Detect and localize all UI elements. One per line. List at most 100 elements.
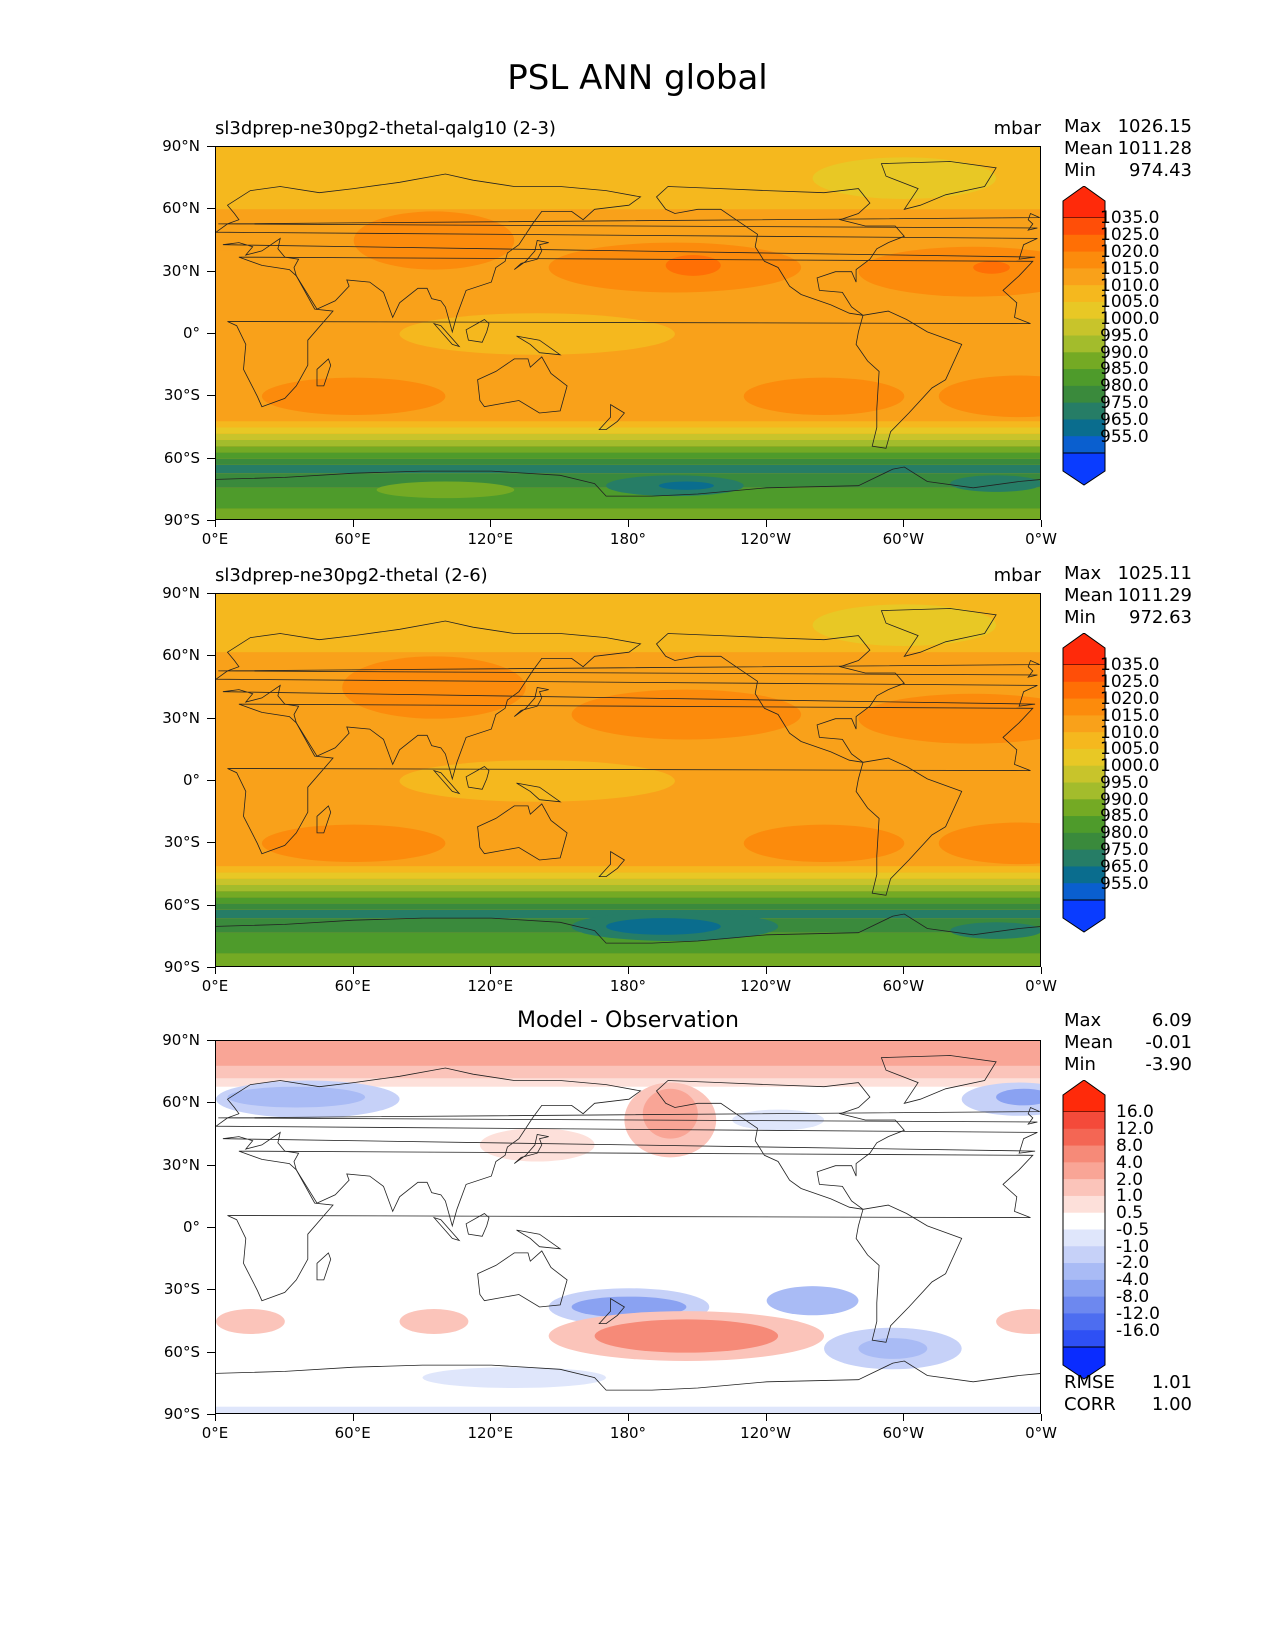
colorbar-segment: [1063, 419, 1105, 437]
colorbar-segment: [1063, 883, 1105, 901]
contour-region: [938, 375, 1040, 418]
lon-tick: [903, 967, 905, 974]
colorbar-tick-label: 1025.0: [1100, 672, 1160, 693]
stat-row: Min 974.43: [1064, 160, 1192, 182]
coastline: [855, 310, 963, 449]
lon-tick-label: 60°W: [882, 977, 925, 995]
lat-tick-label: 60°N: [162, 646, 200, 665]
contour-band: [216, 439, 1040, 447]
lon-tick: [352, 520, 354, 527]
colorbar-tick-label: 995.0: [1100, 772, 1149, 793]
colorbar: [1062, 185, 1106, 486]
lon-tick: [628, 967, 629, 974]
colorbar-segment: [1063, 369, 1105, 387]
contour-region: [399, 313, 675, 355]
colorbar-tick-label: 1015.0: [1100, 705, 1160, 726]
contour-region: [996, 1309, 1040, 1334]
lon-tick-label: 180°: [609, 977, 647, 995]
contour-region: [996, 1088, 1040, 1106]
contour-band: [216, 209, 1040, 251]
contour-region: [658, 481, 714, 490]
colorbar-tick-label: -0.5: [1116, 1219, 1150, 1240]
colorbar-segment: [1063, 285, 1105, 303]
map-plot: [215, 146, 1041, 520]
contour-band: [216, 464, 1040, 474]
lon-tick-label: 120°E: [467, 1424, 514, 1442]
coastline: [465, 766, 490, 790]
map-plot: [215, 1040, 1041, 1414]
lat-tick-label: 30°S: [163, 386, 200, 405]
colorbar-segment: [1063, 1179, 1105, 1197]
colorbar-tick-label: 990.0: [1100, 342, 1149, 363]
lat-tick-label: 30°N: [162, 261, 200, 280]
colorbar-segment: [1063, 268, 1105, 286]
lat-tick: [207, 270, 215, 272]
colorbar-tick-label: 1025.0: [1100, 225, 1160, 246]
contour-region: [858, 693, 1040, 744]
lon-tick-label: 60°W: [882, 1424, 925, 1442]
stat-row: Min -3.90: [1064, 1054, 1192, 1076]
colorbar-extend-top: [1062, 1079, 1106, 1113]
lat-tick: [207, 1289, 215, 1291]
stat-row: Max 1026.15: [1064, 116, 1192, 138]
colorbar-segment: [1063, 1330, 1105, 1348]
stat-label: Max: [1064, 563, 1102, 584]
colorbar-tick-label: 990.0: [1100, 789, 1149, 810]
colorbar-tick-label: 1000.0: [1100, 756, 1160, 777]
colorbar-segment: [1063, 799, 1105, 817]
coastline: [227, 703, 1034, 855]
lat-tick: [207, 208, 215, 210]
lat-tick: [207, 457, 215, 459]
coastline: [880, 608, 997, 657]
stat-value: 1011.29: [1117, 585, 1192, 606]
colorbar-segment: [1063, 765, 1105, 783]
colorbar-extend-top: [1062, 632, 1106, 666]
contour-region: [642, 1088, 698, 1139]
lat-tick: [207, 146, 215, 147]
colorbar-segment: [1063, 1229, 1105, 1247]
lon-tick-label: 120°W: [740, 530, 792, 548]
lat-tick-label: 30°N: [162, 1155, 200, 1174]
colorbar-segment: [1063, 1212, 1105, 1230]
contour-region: [973, 261, 1010, 274]
coastline: [477, 1250, 568, 1308]
lat-tick-label: 90°S: [163, 511, 200, 529]
stat-label: Min: [1064, 160, 1096, 181]
coastline: [855, 1204, 963, 1343]
stat-value: -0.01: [1145, 1032, 1192, 1053]
lat-tick-label: 90°S: [163, 1405, 200, 1423]
contour-band: [216, 1406, 1040, 1413]
colorbar-tick-label: -1.0: [1116, 1236, 1150, 1257]
contour-region: [606, 918, 721, 935]
contour-band: [216, 458, 1040, 465]
coastline: [655, 1080, 905, 1210]
coastline: [218, 659, 1040, 678]
lat-tick-label: 0°: [182, 1218, 200, 1236]
contour-band: [216, 1041, 1040, 1066]
coastline: [216, 173, 1038, 334]
coastline: [516, 782, 562, 803]
contour-band: [216, 866, 1040, 873]
contour-band: [216, 1078, 1040, 1087]
contour-band: [216, 421, 1040, 428]
figure-title: PSL ANN global: [507, 58, 768, 98]
colorbar-segment: [1063, 832, 1105, 851]
lat-tick: [207, 520, 215, 521]
colorbar-tick-label: -4.0: [1116, 1270, 1150, 1291]
colorbar-segment: [1063, 335, 1105, 353]
colorbar-segment: [1063, 1279, 1105, 1298]
colorbar-segment: [1063, 402, 1105, 420]
lat-tick: [207, 1040, 215, 1041]
colorbar-tick-label: 1015.0: [1100, 258, 1160, 279]
coastline: [516, 335, 562, 356]
lon-tick: [215, 967, 216, 974]
units-label: mbar: [993, 118, 1041, 139]
colorbar-segment: [1063, 1296, 1105, 1314]
contour-region: [353, 211, 515, 270]
stat-row: Max 1025.11: [1064, 563, 1192, 585]
coastline: [514, 687, 549, 717]
colorbar-segment: [1063, 1263, 1105, 1281]
coastline: [432, 1216, 461, 1242]
panel-title: sl3dprep-ne30pg2-thetal (2-6): [215, 565, 488, 586]
coastline: [514, 240, 549, 270]
